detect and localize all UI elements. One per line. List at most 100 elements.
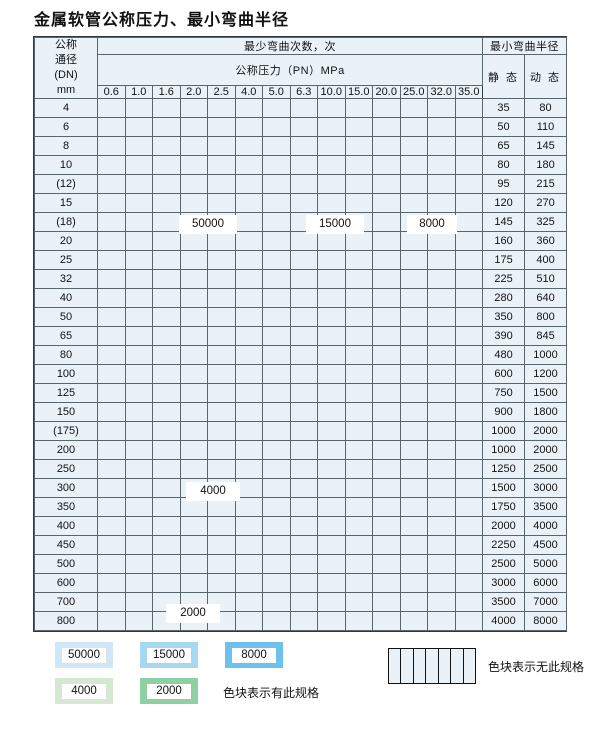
matrix-cell xyxy=(317,440,346,460)
matrix-cell xyxy=(399,592,428,612)
matrix-cell xyxy=(234,554,263,574)
table-row: 32 225 510 xyxy=(34,269,568,289)
table-row: 250 1250 2500 xyxy=(34,459,568,479)
row-dynamic-radius: 800 xyxy=(524,307,568,327)
matrix-cell xyxy=(317,155,346,175)
matrix-cell xyxy=(317,611,346,631)
matrix-cell xyxy=(399,117,428,137)
matrix-cell xyxy=(179,136,208,156)
matrix-cell xyxy=(317,459,346,479)
matrix-cell xyxy=(454,326,484,346)
matrix-cell xyxy=(344,174,373,194)
matrix-cell xyxy=(124,288,153,308)
matrix-cell xyxy=(124,497,153,517)
matrix-cell xyxy=(427,193,456,213)
row-dynamic-radius: 325 xyxy=(524,212,568,232)
matrix-cell xyxy=(317,326,346,346)
matrix-cell xyxy=(427,440,456,460)
row-static-radius: 145 xyxy=(482,212,526,232)
row-static-radius: 900 xyxy=(482,402,526,422)
row-dynamic-radius: 3500 xyxy=(524,497,568,517)
matrix-cell xyxy=(372,440,401,460)
table-row: 450 2250 4500 xyxy=(34,535,568,555)
matrix-cell xyxy=(289,174,318,194)
matrix-cell xyxy=(97,364,126,384)
matrix-cell xyxy=(207,573,236,593)
matrix-cell xyxy=(372,421,401,441)
row-dynamic-radius: 360 xyxy=(524,231,568,251)
matrix-cell xyxy=(262,269,291,289)
matrix-cell xyxy=(234,516,263,536)
matrix-cell xyxy=(207,98,236,118)
matrix-cell xyxy=(399,535,428,555)
matrix-cell xyxy=(152,345,181,365)
matrix-cell xyxy=(179,231,208,251)
matrix-cell xyxy=(344,402,373,422)
row-static-radius: 35 xyxy=(482,98,526,118)
table-row: (175) 1000 2000 xyxy=(34,421,568,441)
matrix-cell xyxy=(262,573,291,593)
matrix-cell xyxy=(97,231,126,251)
row-dn-label: 700 xyxy=(34,592,98,612)
matrix-cell xyxy=(262,98,291,118)
matrix-cell xyxy=(344,269,373,289)
row-static-radius: 480 xyxy=(482,345,526,365)
matrix-cell xyxy=(97,516,126,536)
pressure-col-35.0: 35.0 xyxy=(454,85,484,99)
matrix-cell xyxy=(344,364,373,384)
matrix-cell xyxy=(289,421,318,441)
matrix-cell xyxy=(372,174,401,194)
matrix-cell xyxy=(234,535,263,555)
matrix-cell xyxy=(262,155,291,175)
pressure-col-25.0: 25.0 xyxy=(399,85,428,99)
matrix-cell xyxy=(207,117,236,137)
matrix-cell xyxy=(399,573,428,593)
matrix-cell xyxy=(234,402,263,422)
legend-swatch: 2000 xyxy=(140,678,198,704)
matrix-cell xyxy=(317,231,346,251)
matrix-cell xyxy=(344,535,373,555)
matrix-cell xyxy=(454,136,484,156)
matrix-cell xyxy=(234,421,263,441)
matrix-value-tag: 2000 xyxy=(166,604,220,623)
matrix-cell xyxy=(427,98,456,118)
row-dn-label: 80 xyxy=(34,345,98,365)
matrix-cell xyxy=(262,307,291,327)
matrix-cell xyxy=(317,117,346,137)
row-static-radius: 280 xyxy=(482,288,526,308)
matrix-cell xyxy=(97,136,126,156)
matrix-cell xyxy=(427,535,456,555)
matrix-cell xyxy=(427,383,456,403)
matrix-cell xyxy=(124,136,153,156)
matrix-cell xyxy=(399,402,428,422)
matrix-cell xyxy=(372,478,401,498)
matrix-cell xyxy=(454,573,484,593)
matrix-cell xyxy=(427,155,456,175)
matrix-cell xyxy=(317,592,346,612)
header-dn-line-3: mm xyxy=(56,84,76,96)
matrix-cell xyxy=(372,269,401,289)
matrix-cell xyxy=(179,117,208,137)
matrix-cell xyxy=(179,345,208,365)
matrix-cell xyxy=(317,554,346,574)
matrix-cell xyxy=(344,497,373,517)
pressure-col-20.0: 20.0 xyxy=(372,85,401,99)
row-static-radius: 390 xyxy=(482,326,526,346)
matrix-cell xyxy=(399,421,428,441)
matrix-cell xyxy=(344,98,373,118)
matrix-cell xyxy=(372,193,401,213)
legend-no-spec-segment xyxy=(438,649,452,683)
matrix-cell xyxy=(317,250,346,270)
matrix-cell xyxy=(124,554,153,574)
matrix-cell xyxy=(152,459,181,479)
matrix-cell xyxy=(179,269,208,289)
legend-has-spec-text: 色块表示有此规格 xyxy=(223,686,320,700)
row-dynamic-radius: 2000 xyxy=(524,440,568,460)
matrix-cell xyxy=(344,421,373,441)
matrix-cell xyxy=(317,269,346,289)
header-bend-count: 最少弯曲次数，次 xyxy=(96,37,484,55)
matrix-cell xyxy=(427,250,456,270)
pressure-col-1.6: 1.6 xyxy=(152,85,181,99)
matrix-cell xyxy=(372,155,401,175)
legend-swatch-label: 50000 xyxy=(62,647,106,663)
